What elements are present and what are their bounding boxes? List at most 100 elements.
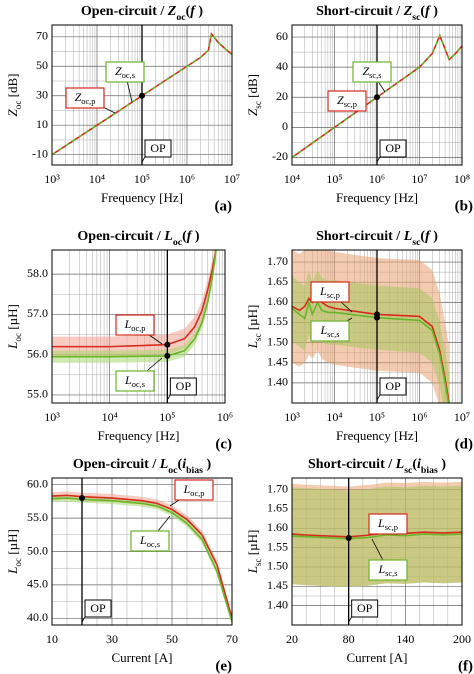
text-run: Z xyxy=(167,4,177,19)
x-tick-label: 10⁶ xyxy=(179,172,195,186)
plot-frame xyxy=(291,249,463,404)
plot-content xyxy=(292,33,462,159)
text-run: oc xyxy=(13,101,23,110)
y-tick-label: 1.60 xyxy=(267,520,288,534)
x-tick-label: 140 xyxy=(396,632,414,646)
callout-box xyxy=(130,530,170,552)
op-label: OP xyxy=(385,379,401,393)
text-run: oc,p xyxy=(131,324,145,333)
plot-content xyxy=(292,250,450,403)
panel-title: Short-circuit / Lsc(ibias ) xyxy=(308,457,446,476)
text-run: L xyxy=(124,317,132,331)
y-tick-label: 20 xyxy=(276,89,288,103)
callout-box xyxy=(310,281,350,303)
y-tick-label: -10 xyxy=(32,146,48,160)
text-run: [µH] xyxy=(245,530,260,559)
callout-box xyxy=(368,513,408,535)
y-axis-label: Loc [µH] xyxy=(5,304,23,350)
uncertainty-band xyxy=(52,250,217,363)
text-run: ( xyxy=(420,4,425,19)
op-point xyxy=(164,341,171,348)
y-tick-label: 50.0 xyxy=(27,543,48,557)
panel-title: Open-circuit / Zoc(f ) xyxy=(81,4,204,23)
op-box xyxy=(379,139,407,158)
x-tick-label: 10³ xyxy=(44,410,60,424)
text-run: Z xyxy=(115,64,122,78)
plot-frame xyxy=(291,477,463,626)
callout-label: Loc,s xyxy=(139,533,160,550)
y-tick-label: 40 xyxy=(276,59,288,73)
text-run: sc xyxy=(253,558,263,566)
panel-letter: (c) xyxy=(215,436,232,452)
text-run: ( xyxy=(420,229,425,244)
callout-box xyxy=(115,314,155,336)
callout-label: Zoc,p xyxy=(75,90,96,107)
text-run: f xyxy=(187,229,193,244)
text-run: oc xyxy=(168,465,178,476)
op-box xyxy=(351,599,379,618)
y-tick-label: 60 xyxy=(276,29,288,43)
series-line xyxy=(52,250,217,348)
y-tick-label: 50 xyxy=(36,58,48,72)
y-tick-label: 55.0 xyxy=(27,387,48,401)
y-tick-label: 1.50 xyxy=(267,334,288,348)
callout-label: Lsc,s xyxy=(319,323,339,340)
y-axis-label: Zoc [dB] xyxy=(5,74,23,117)
callout-box xyxy=(327,90,367,112)
y-tick-label: 45.0 xyxy=(27,577,48,591)
text-run: [dB] xyxy=(245,74,260,101)
plot-frame xyxy=(291,24,463,166)
op-point xyxy=(374,94,380,101)
y-tick-label: 1.70 xyxy=(267,481,288,495)
x-tick-label: 50 xyxy=(166,632,178,646)
panel-letter: (a) xyxy=(215,198,233,214)
text-run: sc xyxy=(253,101,263,109)
text-run: Short-circuit / xyxy=(316,4,404,19)
x-axis-label: Frequency [Hz] xyxy=(101,190,183,205)
text-run: [µH] xyxy=(245,305,260,334)
text-run: ) xyxy=(430,4,439,19)
op-box xyxy=(144,139,172,158)
x-tick-label: 10³ xyxy=(44,172,60,186)
op-point xyxy=(164,352,171,359)
panel-title: Open-circuit / Loc(ibias ) xyxy=(73,457,212,476)
y-tick-label: 1.55 xyxy=(267,539,288,553)
y-tick-label: 0 xyxy=(282,119,288,133)
text-run: oc,s xyxy=(147,540,160,549)
text-run: oc xyxy=(13,333,23,342)
op-point xyxy=(139,92,145,99)
text-run: L xyxy=(5,342,20,350)
text-run: sc xyxy=(253,333,263,341)
y-axis-label: Lsc [µH] xyxy=(245,305,263,350)
text-run: oc,s xyxy=(132,380,145,389)
x-tick-label: 10⁷ xyxy=(454,410,470,424)
x-tick-label: 20 xyxy=(286,632,298,646)
text-run: sc xyxy=(412,12,421,23)
text-run: [dB] xyxy=(5,74,20,101)
op-point xyxy=(345,534,352,541)
text-run: sc,p xyxy=(327,291,340,300)
series-line xyxy=(292,299,450,403)
series-line xyxy=(292,33,462,159)
text-run: ) xyxy=(430,229,439,244)
text-run: sc,s xyxy=(385,569,397,578)
text-run: ( xyxy=(412,457,417,472)
text-run: sc,p xyxy=(385,523,398,532)
text-run: Short-circuit / xyxy=(308,457,396,472)
y-tick-label: 1.55 xyxy=(267,314,288,328)
text-run: L xyxy=(163,229,173,244)
x-tick-label: 10 xyxy=(46,632,58,646)
plot-content xyxy=(52,31,232,156)
text-run: oc,s xyxy=(122,71,135,80)
text-run: Z xyxy=(403,4,413,19)
callout-box xyxy=(352,61,392,83)
callout-label: Loc,p xyxy=(183,482,205,499)
text-run: Open-circuit / xyxy=(81,4,168,19)
y-tick-label: 56.0 xyxy=(27,346,48,360)
x-tick-label: 10⁴ xyxy=(284,172,300,186)
series-line xyxy=(292,533,462,540)
callout-label: Zsc,s xyxy=(362,64,381,81)
text-run: Short-circuit / xyxy=(316,229,404,244)
op-box xyxy=(84,599,112,618)
